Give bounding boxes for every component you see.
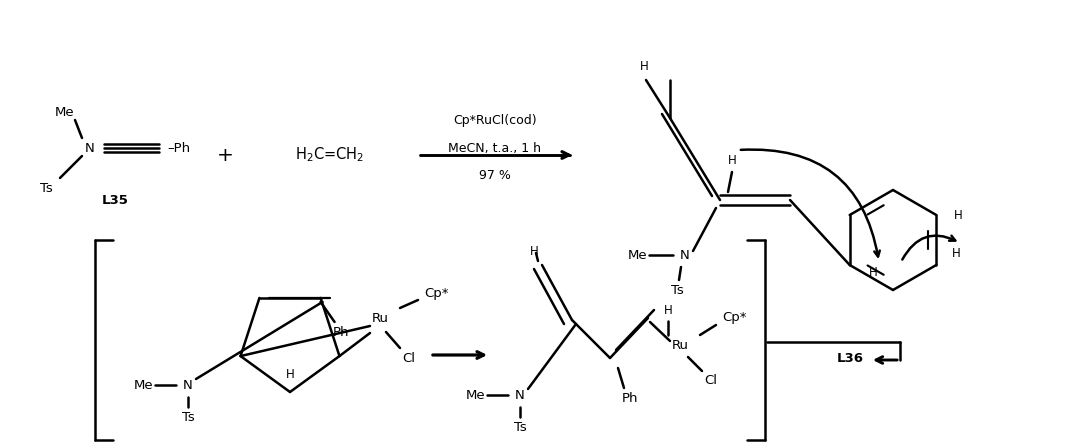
Text: Ts: Ts [670,284,683,297]
Text: Cp*: Cp* [424,286,449,300]
Text: Cl: Cl [402,352,415,365]
Text: Ts: Ts [513,420,526,433]
Text: H$_2$C=CH$_2$: H$_2$C=CH$_2$ [295,146,365,164]
Text: H: H [952,246,961,259]
Text: Ts: Ts [40,182,53,194]
Text: Cl: Cl [704,373,717,386]
Text: N: N [85,142,95,155]
Text: L35: L35 [101,194,128,206]
Text: Ph: Ph [332,326,349,339]
Text: H: H [664,304,672,317]
Text: Ph: Ph [622,392,638,404]
Text: +: + [216,146,233,164]
Text: Cp*RuCl(cod): Cp*RuCl(cod) [453,114,537,127]
Text: H: H [727,154,736,166]
Text: N: N [680,249,690,262]
Text: Cp*: Cp* [722,310,747,324]
Text: Me: Me [466,388,485,401]
Text: 97 %: 97 % [479,169,511,182]
Text: H: H [529,245,538,258]
Text: Ru: Ru [372,312,390,325]
Text: H: H [639,59,649,72]
Text: MeCN, t.a., 1 h: MeCN, t.a., 1 h [449,142,541,155]
Text: H: H [868,266,877,278]
Text: Me: Me [627,249,647,262]
Text: Ru: Ru [672,338,689,352]
Text: Ts: Ts [182,411,195,424]
Text: Me: Me [55,106,74,119]
Text: –Ph: –Ph [167,142,190,155]
Text: H: H [954,209,963,222]
Text: H: H [285,368,295,381]
Text: N: N [183,378,193,392]
Text: Me: Me [133,378,153,392]
Text: L36: L36 [836,352,864,365]
Text: N: N [515,388,525,401]
